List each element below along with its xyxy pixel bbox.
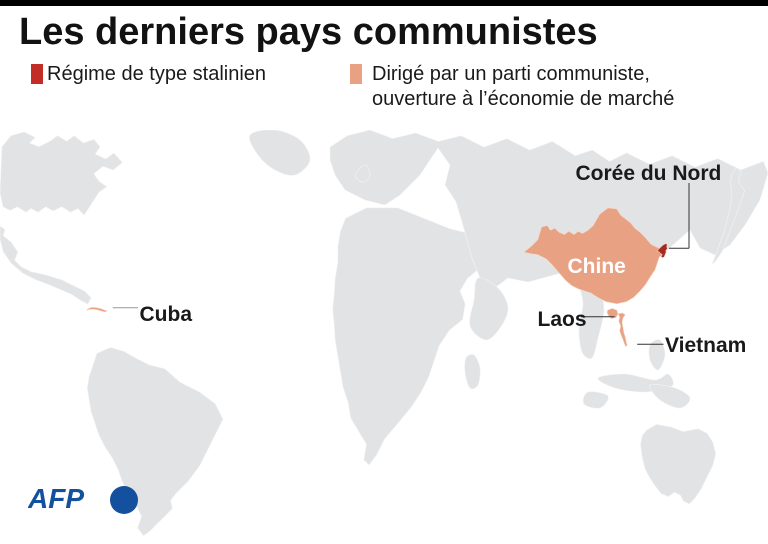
svg-text:AFP: AFP <box>28 483 84 514</box>
